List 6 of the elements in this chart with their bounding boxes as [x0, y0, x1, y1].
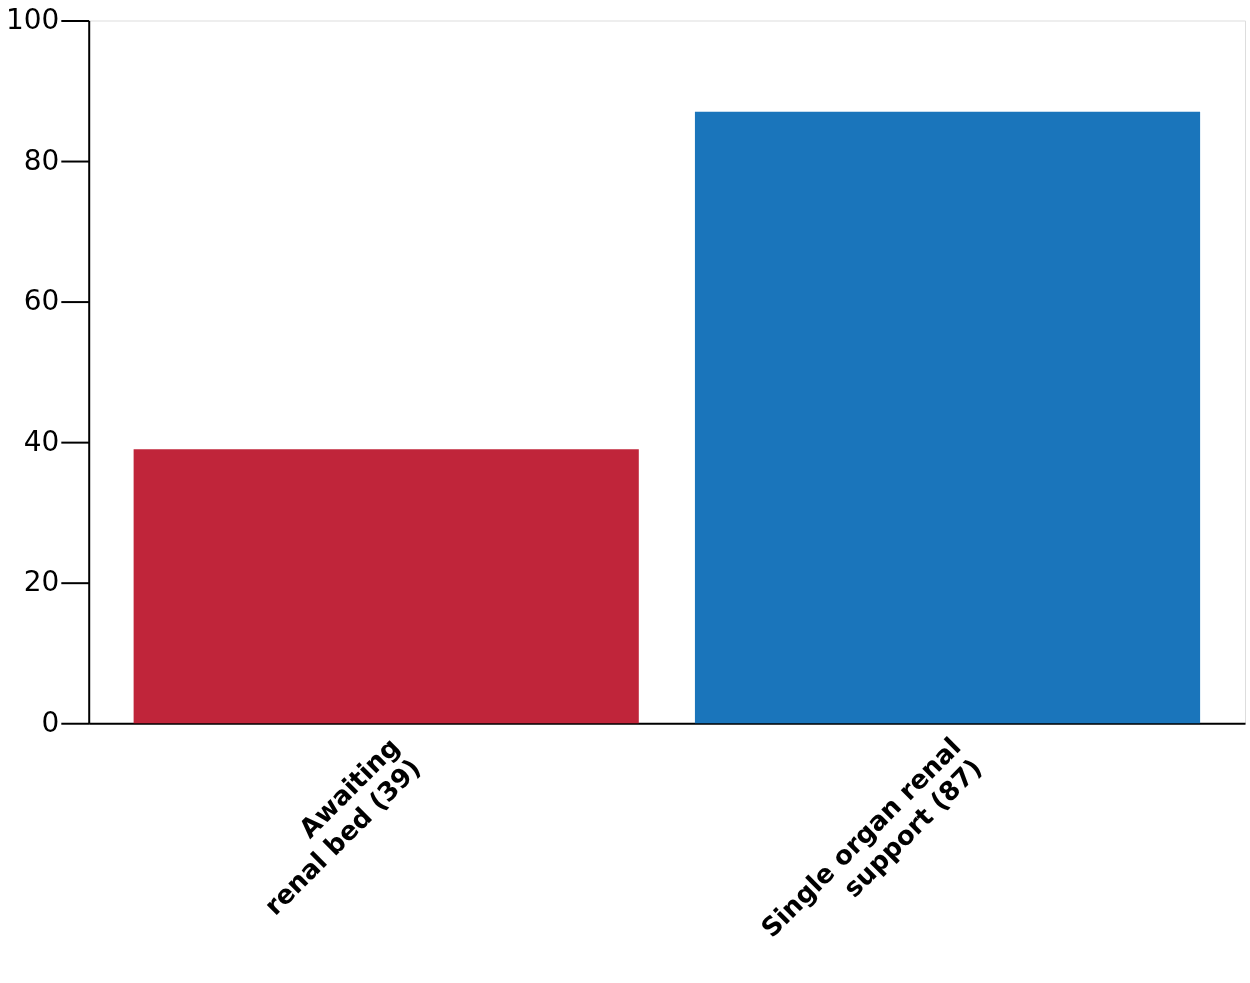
y-tick-label: 40 — [23, 424, 60, 458]
y-tick-label: 100 — [6, 2, 60, 36]
y-tick-label: 60 — [23, 284, 60, 318]
y-tick-label: 20 — [23, 565, 60, 599]
y-tick-label: 80 — [23, 143, 60, 177]
y-tick-label: 0 — [41, 705, 60, 739]
